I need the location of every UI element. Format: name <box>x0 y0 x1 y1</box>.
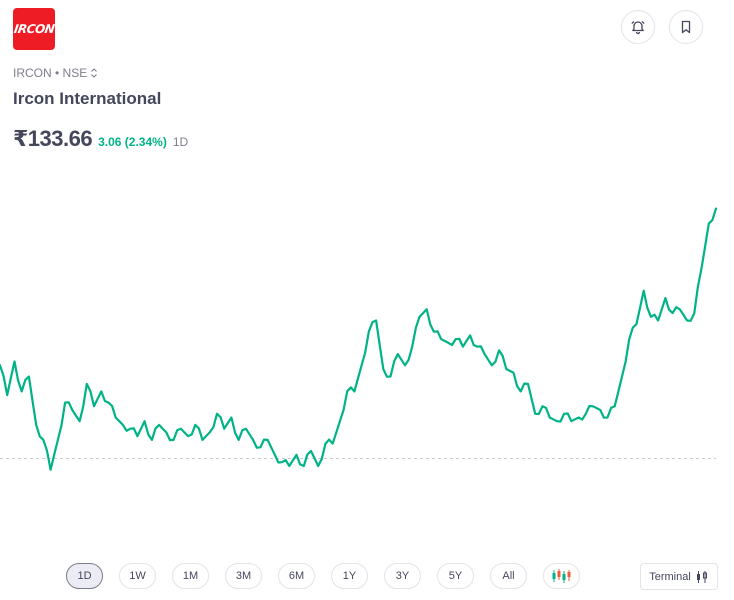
range-button-1y[interactable]: 1Y <box>331 563 368 589</box>
bookmark-icon <box>681 20 691 34</box>
range-button-3y[interactable]: 3Y <box>384 563 421 589</box>
company-logo: IRCON <box>13 8 55 50</box>
terminal-label: Terminal <box>649 570 691 583</box>
candlestick-icon <box>552 569 570 583</box>
price-row: ₹133.66 3.06 (2.34%) 1D <box>13 126 188 152</box>
price-alert-button[interactable] <box>621 10 655 44</box>
price-line-series <box>0 207 718 471</box>
exchange-label: IRCON • NSE <box>13 66 88 80</box>
price-chart[interactable] <box>0 160 734 555</box>
range-button-1d[interactable]: 1D <box>66 563 103 589</box>
chevron-up-down-icon <box>91 68 98 78</box>
change-period: 1D <box>172 135 189 149</box>
range-button-5y[interactable]: 5Y <box>437 563 474 589</box>
terminal-button[interactable]: Terminal <box>640 563 718 590</box>
range-button-1m[interactable]: 1M <box>172 563 209 589</box>
bookmark-button[interactable] <box>669 10 703 44</box>
bell-alarm-icon <box>631 21 645 35</box>
logo-text: IRCON <box>13 22 55 36</box>
candlestick-toggle-button[interactable] <box>543 563 580 589</box>
candlestick-icon <box>696 570 707 583</box>
price-change: 3.06 (2.34%) <box>98 135 167 149</box>
exchange-selector[interactable]: IRCON • NSE <box>13 66 98 80</box>
company-name: Ircon International <box>13 89 162 108</box>
range-button-all[interactable]: All <box>490 563 527 589</box>
range-selector: 1D 1W 1M 3M 6M 1Y 3Y 5Y All <box>66 563 580 589</box>
range-button-3m[interactable]: 3M <box>225 563 262 589</box>
current-price: ₹133.66 <box>13 126 93 151</box>
range-button-6m[interactable]: 6M <box>278 563 315 589</box>
range-button-1w[interactable]: 1W <box>119 563 156 589</box>
